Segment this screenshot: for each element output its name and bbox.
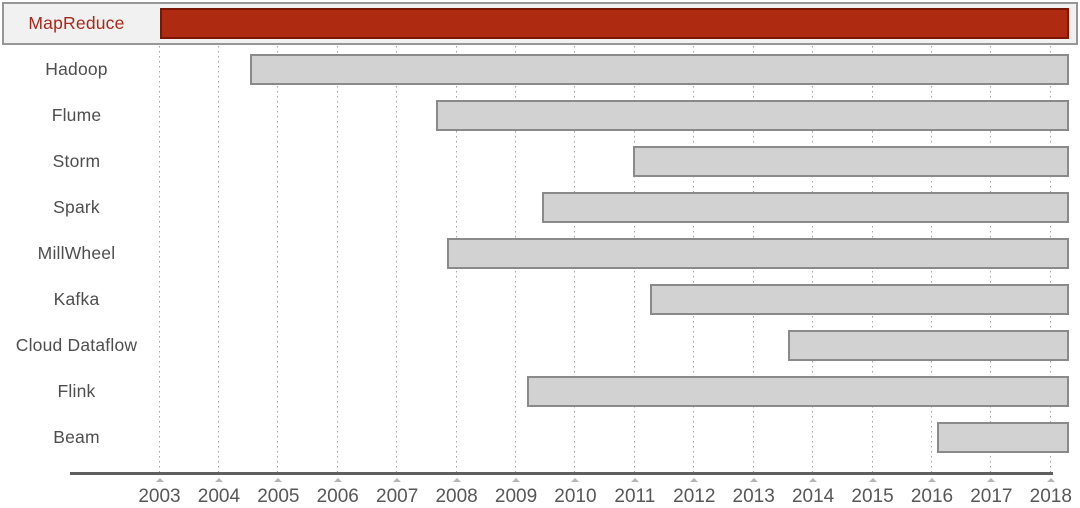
row-label-flume: Flume [51,105,102,125]
tick-label-2015: 2015 [851,486,894,507]
row-label-flink: Flink [57,381,96,401]
tick-2014 [809,478,818,482]
tick-label-2007: 2007 [376,486,419,507]
bar-storm [633,145,1069,177]
tick-label-2016: 2016 [910,486,954,507]
tick-2006 [333,478,342,482]
row-label-beam: Beam [53,427,100,447]
tick-label-2004: 2004 [197,486,241,507]
bar-kafka [650,283,1069,315]
tick-2009 [512,478,521,482]
tick-label-2006: 2006 [316,486,359,507]
bar-millwheel [447,237,1069,269]
gridline-2003 [158,46,160,474]
x-axis-line [70,472,1054,475]
tick-2013 [749,478,758,482]
tick-2005 [274,478,283,482]
tick-label-2013: 2013 [732,486,775,507]
tick-2007 [393,478,402,482]
tick-2012 [690,478,699,482]
tick-2015 [868,478,877,482]
bar-beam [936,421,1069,453]
row-label-hadoop: Hadoop [45,59,108,79]
row-label-kafka: Kafka [53,289,100,309]
tick-label-2010: 2010 [554,486,597,507]
tick-label-2014: 2014 [791,486,835,507]
row-label-storm: Storm [52,151,101,171]
tick-label-2009: 2009 [494,486,538,507]
tick-label-2012: 2012 [673,486,716,507]
gridline-2005 [277,46,279,474]
tick-2011 [630,478,639,482]
bar-mapreduce [159,7,1069,39]
tick-2017 [987,478,996,482]
gridline-2004 [217,46,219,474]
bar-cloud-dataflow [787,329,1069,361]
bar-flume [436,99,1069,131]
tick-2004 [214,478,223,482]
tick-label-2003: 2003 [138,486,181,507]
tick-2018 [1046,478,1055,482]
tick-2008 [452,478,461,482]
tick-label-2011: 2011 [614,486,656,507]
tick-2003 [155,478,164,482]
row-label-spark: Spark [53,197,100,217]
tick-label-2008: 2008 [435,486,478,507]
row-label-mapreduce: MapReduce [28,13,125,33]
gridline-2006 [336,46,338,474]
row-label-millwheel: MillWheel [37,243,116,263]
row-label-cloud-dataflow: Cloud Dataflow [15,335,138,355]
bar-hadoop [250,53,1069,85]
tick-2010 [571,478,580,482]
tick-label-2005: 2005 [257,486,300,507]
tick-label-2017: 2017 [970,486,1013,507]
gridline-2007 [396,46,398,474]
bar-flink [526,375,1069,407]
tick-label-2018: 2018 [1029,486,1072,507]
tick-2016 [927,478,936,482]
bar-spark [541,191,1069,223]
